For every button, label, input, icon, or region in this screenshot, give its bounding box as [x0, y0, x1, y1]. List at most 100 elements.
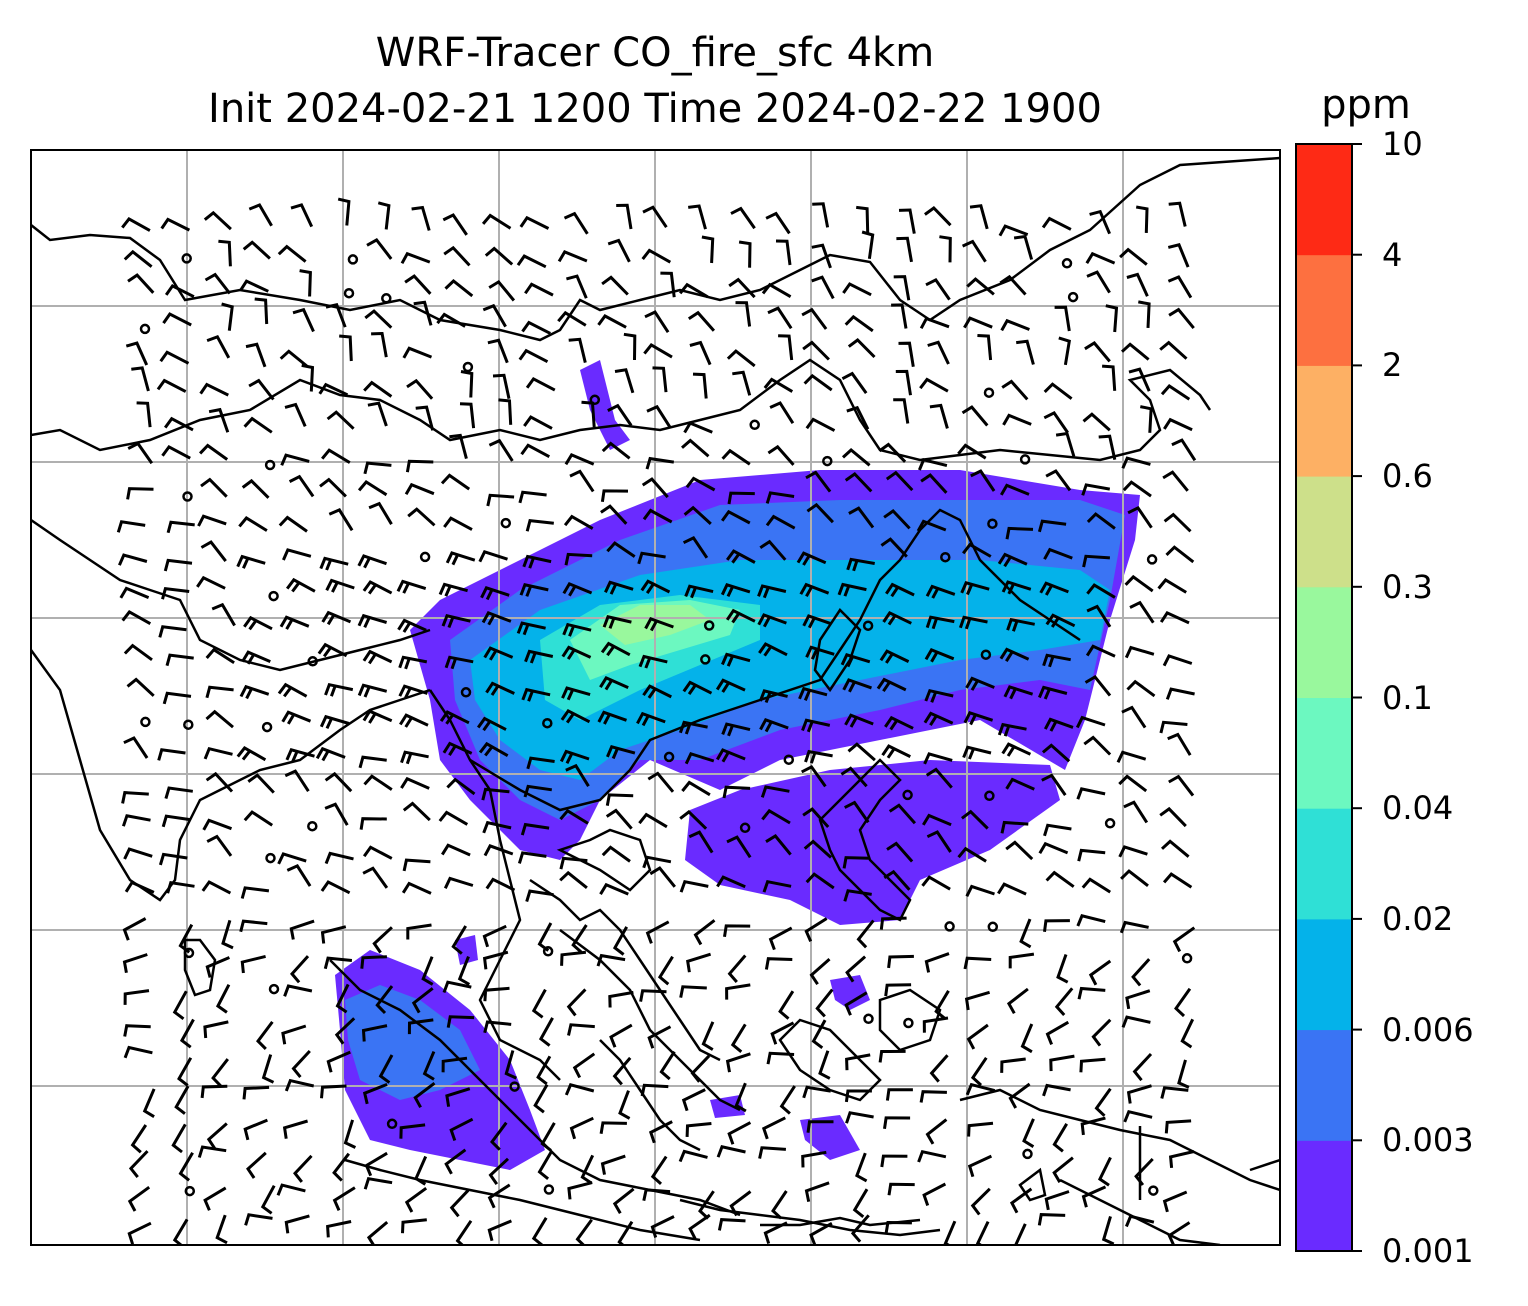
wind-barb — [564, 453, 595, 466]
wind-barb — [1001, 742, 1032, 757]
wind-barb — [738, 240, 752, 268]
calm-wind-marker — [183, 719, 194, 730]
wind-barb — [1081, 877, 1112, 894]
wind-barb — [256, 1021, 274, 1050]
wind-barb — [1163, 512, 1192, 533]
wind-barb — [926, 830, 952, 853]
wind-barb — [445, 1087, 471, 1107]
wind-barb — [397, 618, 427, 633]
wind-barb — [1086, 604, 1112, 628]
wind-barb — [898, 341, 915, 368]
wind-barb — [720, 582, 751, 598]
wind-barb — [1056, 953, 1069, 984]
wind-barb — [803, 373, 833, 392]
wind-barb — [123, 1045, 153, 1059]
wind-barb — [809, 957, 831, 986]
wind-barb — [444, 655, 474, 670]
wind-barb — [805, 470, 832, 493]
wind-barb — [730, 1023, 747, 1053]
wind-barb — [1134, 1157, 1154, 1186]
wind-barb — [1101, 364, 1117, 391]
wind-barb — [283, 984, 313, 997]
wind-barb — [685, 476, 716, 492]
wind-barb — [929, 1054, 949, 1083]
wind-barb — [357, 683, 388, 698]
wind-barb — [600, 489, 629, 503]
wind-barb — [242, 1085, 270, 1100]
wind-barb — [1159, 340, 1188, 360]
wind-barb — [281, 1024, 307, 1045]
wind-barb — [279, 615, 310, 630]
wind-barb — [880, 1154, 908, 1168]
wind-barb — [279, 349, 309, 368]
wind-barb — [1131, 958, 1151, 987]
wind-barb — [779, 1085, 796, 1115]
wind-barb — [239, 684, 270, 700]
calm-wind-marker — [381, 293, 392, 304]
wind-barb — [802, 807, 830, 828]
wind-barb — [1086, 270, 1111, 294]
wind-barb — [924, 952, 950, 973]
wind-barb — [759, 717, 789, 733]
wind-barb — [157, 748, 186, 761]
calm-wind-marker — [862, 620, 874, 631]
wind-barb — [599, 1121, 627, 1135]
wind-barb — [525, 376, 556, 392]
wind-barb — [337, 197, 351, 226]
wind-barb — [924, 206, 952, 227]
wind-barb — [801, 307, 828, 330]
wind-barb — [538, 1017, 554, 1047]
wind-barb — [1054, 305, 1071, 332]
wind-barb — [925, 1118, 948, 1145]
wind-barb — [487, 338, 509, 364]
wind-barb — [683, 505, 712, 526]
wind-barb — [811, 243, 832, 269]
wind-barb — [844, 713, 874, 728]
wind-barb — [498, 398, 513, 425]
calm-wind-marker — [183, 947, 195, 959]
wind-barb — [523, 784, 553, 798]
wind-barb — [965, 1082, 996, 1096]
wind-barb — [1159, 610, 1190, 625]
wind-barb — [761, 1116, 786, 1140]
wind-barb — [1094, 1087, 1112, 1117]
wind-barb — [876, 677, 907, 693]
wind-barb — [483, 844, 514, 857]
wind-barb — [525, 889, 554, 903]
wind-barb — [326, 410, 355, 430]
wind-barb — [218, 239, 232, 267]
wind-barb — [566, 988, 587, 1017]
wind-barb — [642, 508, 673, 524]
wind-barb — [1180, 1018, 1195, 1049]
wind-barb — [368, 501, 393, 525]
wind-barb — [688, 1213, 711, 1240]
wind-barb — [597, 314, 627, 329]
wind-barb — [402, 801, 431, 822]
wind-barb — [1008, 952, 1035, 969]
wind-barb — [196, 575, 226, 590]
wind-barb — [289, 919, 315, 940]
wind-barb — [335, 983, 350, 1014]
wind-barb — [601, 275, 629, 296]
wind-barb — [364, 309, 393, 329]
wind-barb — [1123, 1109, 1153, 1123]
wind-barb — [608, 990, 634, 1008]
wind-barb — [243, 416, 273, 434]
wind-barb — [504, 1050, 517, 1080]
wind-barb — [1121, 456, 1151, 469]
wind-barb — [320, 880, 351, 895]
wind-barb — [400, 251, 431, 265]
wind-barb — [378, 1054, 394, 1084]
wind-barb — [364, 1151, 388, 1177]
wind-barb — [399, 1123, 426, 1139]
wind-barb — [482, 950, 509, 970]
wind-barb — [520, 443, 551, 459]
wind-barb — [284, 769, 310, 793]
wind-barb — [761, 808, 791, 825]
colorbar-tick-label: 0.001 — [1382, 1232, 1474, 1270]
wind-barb — [602, 615, 632, 629]
wind-barb — [1041, 773, 1067, 796]
wind-barb — [884, 715, 914, 731]
wind-barb — [414, 1155, 428, 1186]
wind-barb — [623, 332, 637, 361]
